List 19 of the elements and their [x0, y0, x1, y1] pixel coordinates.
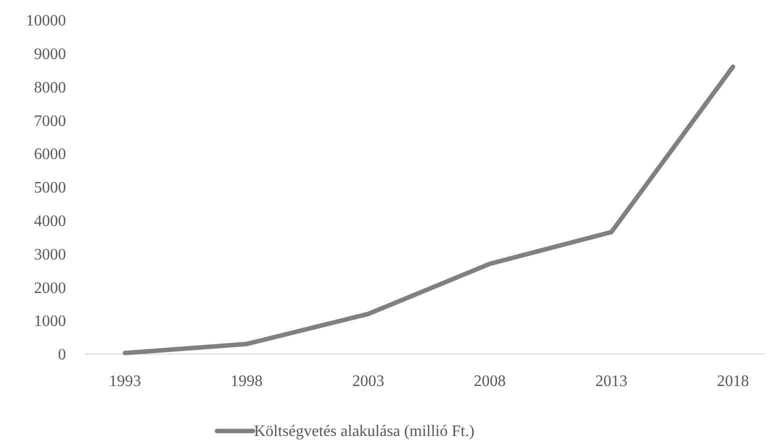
y-tick-label: 6000	[34, 146, 66, 164]
x-tick-label: 2018	[717, 373, 749, 390]
x-tick-label: 2003	[352, 373, 384, 390]
legend-label: Költségvetés alakulása (millió Ft.)	[254, 423, 474, 440]
y-tick-label: 9000	[34, 46, 66, 63]
x-tick-label: 2008	[474, 373, 506, 390]
line-series	[122, 64, 736, 356]
y-tick-label: 0	[58, 346, 66, 364]
y-tick-label: 5000	[34, 180, 66, 197]
y-tick-label: 10000	[26, 12, 66, 30]
y-tick-label: 8000	[34, 79, 66, 96]
y-tick-label: 2000	[34, 280, 66, 297]
y-tick-label: 4000	[34, 213, 66, 230]
y-tick-label: 3000	[34, 246, 66, 264]
y-tick-label: 7000	[34, 112, 66, 130]
x-tick-label: 1998	[230, 373, 263, 390]
x-tick-label: 1993	[109, 373, 141, 390]
y-tick-label: 1000	[34, 313, 66, 330]
x-tick-label: 2013	[595, 373, 628, 390]
